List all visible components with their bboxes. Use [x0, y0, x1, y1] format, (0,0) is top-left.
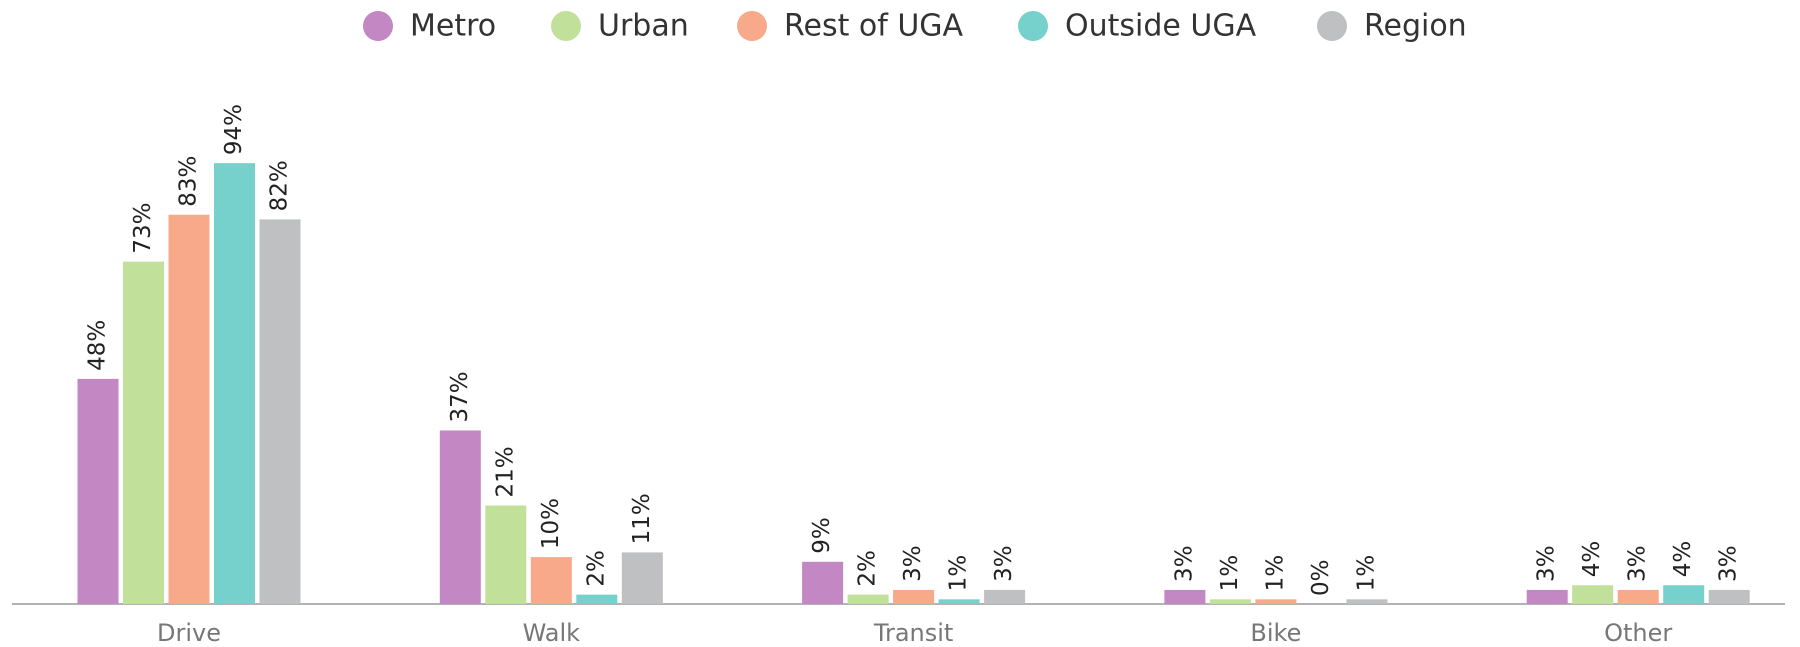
data-label: 1% [1217, 555, 1243, 592]
legend-label: Metro [410, 9, 496, 44]
bar [1708, 589, 1750, 604]
bar [485, 505, 527, 604]
bar [1572, 585, 1614, 604]
bar [123, 261, 164, 604]
bar [938, 599, 980, 604]
legend-label: Outside UGA [1065, 9, 1257, 44]
data-label: 9% [809, 517, 835, 554]
x-tick-label: Bike [1250, 619, 1301, 647]
legend-label: Urban [598, 9, 689, 44]
data-label: 73% [130, 203, 156, 254]
data-label: 10% [538, 498, 564, 549]
data-label: 11% [629, 493, 655, 544]
data-label: 21% [492, 446, 518, 497]
bar [1164, 589, 1206, 604]
legend-label: Region [1364, 9, 1467, 44]
bar [1255, 599, 1297, 604]
data-label: 94% [221, 104, 247, 155]
legend-swatch [1317, 11, 1347, 41]
data-label: 3% [900, 545, 926, 582]
bar [984, 589, 1026, 604]
data-label: 1% [946, 555, 972, 592]
bar [530, 557, 572, 604]
bar [621, 552, 663, 604]
legend-swatch [737, 11, 767, 41]
data-label: 3% [1534, 545, 1560, 582]
data-label: 4% [1579, 541, 1605, 578]
bar [1617, 589, 1659, 604]
bar [168, 214, 210, 605]
bar [77, 378, 119, 604]
bar [1526, 589, 1568, 604]
bar [1209, 599, 1251, 604]
bar [847, 594, 889, 604]
data-label: 83% [176, 156, 202, 207]
data-label: 0% [1308, 560, 1334, 597]
bar [1663, 585, 1705, 604]
legend-label: Rest of UGA [784, 9, 964, 44]
data-label: 82% [267, 160, 293, 211]
bar [439, 430, 481, 604]
x-tick-label: Drive [157, 619, 221, 647]
x-tick-label: Other [1604, 619, 1672, 647]
legend-swatch [1018, 11, 1048, 41]
data-label: 3% [991, 545, 1017, 582]
bar [576, 594, 618, 604]
legend-swatch [551, 11, 581, 41]
data-label: 1% [1262, 555, 1288, 592]
x-tick-label: Transit [873, 619, 954, 647]
legend-swatch [363, 11, 393, 41]
x-tick-label: Walk [523, 619, 581, 647]
data-label: 4% [1670, 541, 1696, 578]
data-label: 3% [1625, 545, 1651, 582]
bar [893, 589, 935, 604]
data-label: 48% [85, 320, 111, 371]
bar [802, 561, 844, 604]
bar [1346, 599, 1388, 604]
data-label: 2% [855, 550, 881, 587]
data-label: 1% [1353, 555, 1379, 592]
bar [214, 163, 255, 604]
data-label: 2% [583, 550, 609, 587]
data-label: 3% [1716, 545, 1742, 582]
bar [259, 219, 301, 605]
data-label: 3% [1171, 545, 1197, 582]
data-label: 37% [447, 371, 473, 422]
